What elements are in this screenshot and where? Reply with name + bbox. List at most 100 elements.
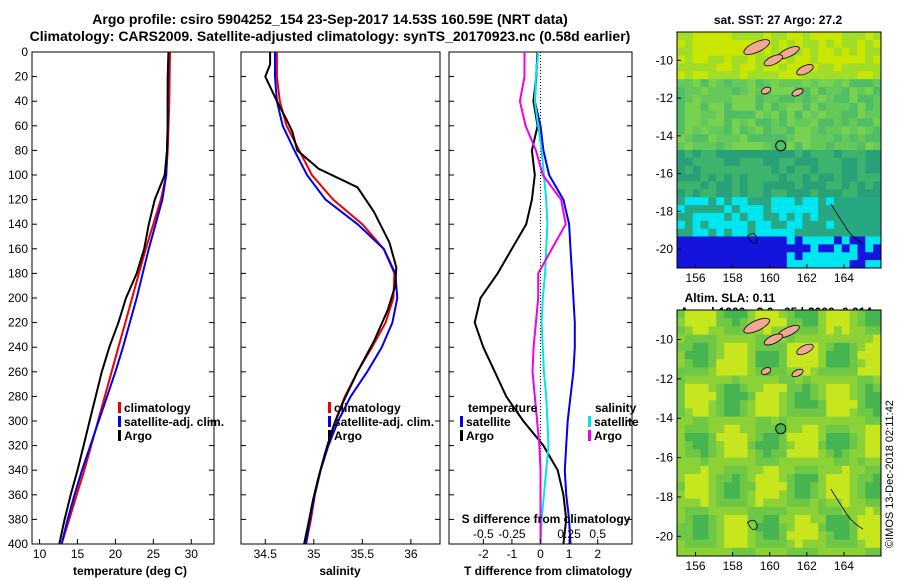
map-x-tick-label: 160 (760, 559, 780, 573)
map-cell (873, 310, 881, 319)
map-cell (700, 482, 709, 491)
map-cell (677, 150, 686, 159)
map-cell (724, 236, 733, 245)
map-cell (833, 244, 843, 253)
map-cell (724, 506, 733, 516)
map-cell (724, 32, 733, 41)
map-cell (739, 102, 749, 112)
map-cell (747, 181, 756, 190)
map-cell (731, 236, 741, 245)
y-tick-label: 20 (15, 70, 29, 84)
map-cell (731, 126, 741, 135)
map-cell (818, 134, 827, 143)
map-cell (677, 465, 686, 475)
map-cell (857, 71, 866, 80)
map-cell (786, 87, 796, 96)
sst-map-title: sat. SST: 27 Argo: 27.2 (714, 13, 843, 27)
map-cell (763, 326, 772, 336)
map-cell (810, 310, 819, 319)
map-x-tick-label: 162 (797, 559, 817, 573)
map-cell (700, 260, 709, 268)
map-cell (779, 94, 788, 104)
sla-map-title: Altim. SLA: 0.11 (685, 291, 776, 305)
map-cell (677, 94, 686, 104)
map-cell (716, 457, 725, 467)
map-cell (865, 236, 874, 245)
map-cell (677, 142, 686, 151)
map-cell (779, 416, 788, 426)
sst-map (677, 32, 881, 268)
map-cell (771, 150, 780, 159)
map-cell (841, 157, 851, 167)
map-cell (786, 474, 796, 483)
map-cell (826, 212, 835, 222)
map-cell (700, 367, 709, 377)
map-cell (802, 157, 811, 167)
map-cell (786, 490, 796, 500)
map-cell (865, 220, 874, 230)
map-y-tick-label: -16 (656, 167, 674, 181)
map-cell (849, 474, 858, 483)
map-cell (747, 94, 756, 104)
map-cell (779, 465, 788, 475)
map-cell (677, 39, 686, 49)
map-cell (700, 94, 709, 104)
map-cell (724, 260, 733, 268)
map-cell (692, 197, 702, 206)
map-cell (794, 63, 804, 72)
map-cell (873, 63, 881, 72)
map-cell (747, 197, 756, 206)
map-cell (708, 47, 717, 57)
map-cell (841, 367, 851, 377)
map-cell (865, 173, 874, 183)
map-cell (700, 531, 709, 541)
map-cell (716, 134, 725, 143)
map-cell (857, 547, 866, 556)
map-cell (873, 244, 881, 253)
y-tick-label: 280 (8, 389, 28, 403)
map-cell (794, 110, 804, 120)
map-cell (708, 310, 717, 319)
map-cell (826, 424, 835, 434)
map-cell (802, 134, 811, 143)
map-cell (747, 523, 756, 532)
map-cell (779, 228, 788, 238)
map-cell (794, 220, 804, 230)
map-cell (716, 310, 725, 319)
map-cell (677, 47, 686, 57)
map-cell (677, 531, 686, 541)
map-cell (747, 416, 756, 426)
map-cell (763, 157, 772, 167)
map-cell (684, 63, 694, 72)
map-cell (692, 189, 702, 198)
map-cell (708, 318, 717, 327)
map-cell (826, 157, 835, 167)
map-cell (708, 408, 717, 418)
map-cell (716, 173, 725, 183)
map-cell (700, 236, 709, 245)
map-cell (802, 383, 811, 393)
map-cell (810, 441, 819, 450)
map-cell (849, 260, 858, 268)
map-cell (692, 126, 702, 135)
map-cell (802, 498, 811, 508)
map-cell (755, 71, 764, 80)
map-cell (716, 110, 725, 120)
map-cell (724, 523, 733, 532)
map-cell (833, 449, 843, 459)
map-cell (810, 173, 819, 183)
map-cell (802, 79, 811, 88)
map-cell (786, 310, 796, 319)
map-cell (873, 367, 881, 377)
map-cell (708, 383, 717, 393)
map-cell (873, 506, 881, 516)
map-cell (763, 32, 772, 41)
map-cell (857, 173, 866, 183)
map-cell (763, 342, 772, 352)
map-cell (802, 197, 811, 206)
map-cell (755, 375, 764, 385)
map-cell (841, 490, 851, 500)
map-cell (810, 326, 819, 336)
map-cell (771, 408, 780, 418)
map-cell (802, 165, 811, 175)
